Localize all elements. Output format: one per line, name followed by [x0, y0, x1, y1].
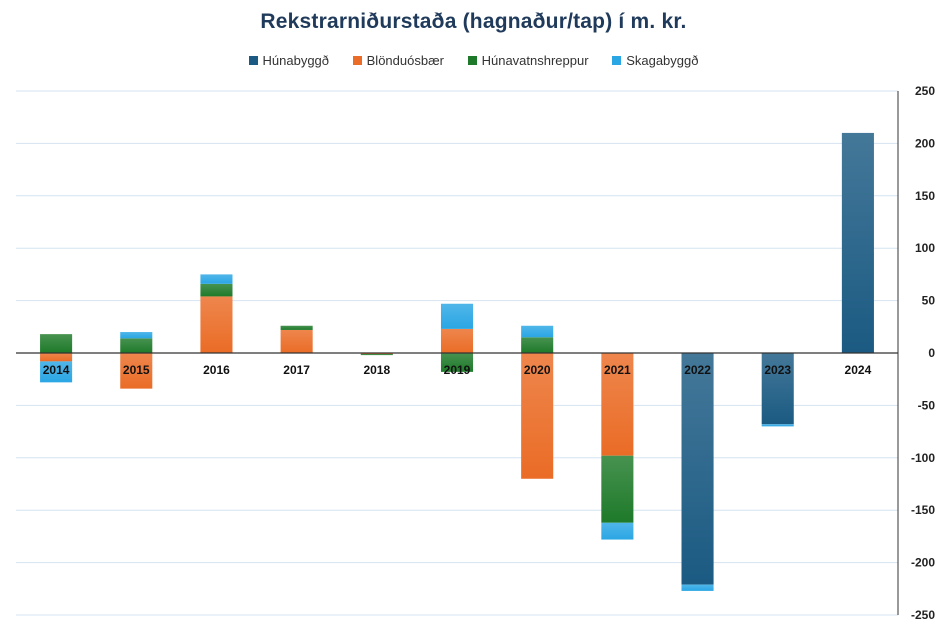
legend-label-blonduosbaer: Blönduósbær: [366, 53, 444, 68]
bar-2018-series-2: [360, 354, 393, 356]
y-tick-label: 50: [922, 294, 936, 308]
x-tick-label: 2016: [203, 363, 230, 377]
bar-2020-series-1: [521, 353, 554, 479]
legend-item-hunavatnshreppur: Húnavatnshreppur: [467, 53, 589, 68]
x-tick-label: 2017: [283, 363, 310, 377]
legend-swatch-skagabyggd: [612, 56, 622, 65]
bar-2014-series-2: [40, 334, 73, 353]
y-tick-label: 200: [915, 136, 935, 150]
y-tick-label: 250: [915, 84, 935, 98]
x-tick-label: 2019: [444, 363, 471, 377]
bar-2023-series-3: [761, 424, 794, 427]
legend-item-blonduosbaer: Blönduósbær: [352, 53, 444, 68]
x-tick-label: 2024: [845, 363, 872, 377]
bar-2022-series-3: [681, 584, 714, 591]
bar-2016-series-3: [200, 274, 233, 284]
bar-2017-series-2: [280, 325, 313, 330]
bar-2014-series-3: [40, 361, 73, 383]
bar-2021-series-3: [601, 522, 634, 540]
legend-label-hunabyggd: Húnabyggð: [262, 53, 330, 68]
x-tick-label: 2023: [764, 363, 791, 377]
bar-2019-series-1: [440, 328, 474, 353]
x-tick-label: 2021: [604, 363, 631, 377]
legend-label-skagabyggd: Skagabyggð: [626, 53, 699, 68]
bar-2015-series-3: [120, 332, 153, 339]
x-tick-label: 2022: [684, 363, 711, 377]
bar-2020-series-3: [521, 325, 554, 338]
grid-lines: [16, 90, 898, 616]
y-tick-label: -200: [911, 556, 935, 570]
y-tick-label: 0: [928, 346, 935, 360]
y-tick-label: 150: [915, 189, 935, 203]
bar-2015-series-1: [120, 353, 153, 389]
bar-2021-series-1: [601, 353, 634, 456]
x-tick-label: 2014: [43, 363, 70, 377]
legend-label-hunavatnshreppur: Húnavatnshreppur: [481, 53, 589, 68]
bar-2016-series-1: [200, 296, 233, 353]
axes: 250 200 150 100 50 0 -50 -100 -150 -200 -250 2014 20…: [16, 84, 935, 622]
bar-2019-series-3: [440, 303, 474, 329]
legend-item-hunabyggd: Húnabyggð: [248, 53, 330, 68]
bar-2017-series-1: [280, 329, 313, 353]
legend-swatch-hunavatnshreppur: [467, 56, 477, 65]
bar-2015-series-2: [120, 338, 153, 353]
legend: Húnabyggð Blönduósbær Húnavatnshreppur S…: [0, 53, 947, 68]
bar-2024-series-0: [841, 132, 874, 353]
x-tick-label: 2020: [524, 363, 551, 377]
bar-2021-series-2: [601, 455, 634, 523]
bar-2016-series-2: [200, 283, 233, 297]
y-tick-label: -50: [918, 398, 936, 412]
y-tick-label: 100: [915, 241, 935, 255]
x-tick-label: 2015: [123, 363, 150, 377]
bar-2022-series-0: [681, 353, 714, 585]
x-tick-label: 2018: [363, 363, 390, 377]
legend-swatch-blonduosbaer: [352, 56, 362, 65]
chart-title: Rekstrarniðurstaða (hagnaður/tap) í m. k…: [260, 10, 687, 33]
bar-2020-series-2: [521, 337, 554, 353]
bars: [40, 132, 874, 591]
legend-swatch-hunabyggd: [248, 56, 258, 65]
y-tick-label: -250: [911, 608, 935, 622]
bar-2023-series-0: [761, 353, 794, 425]
bar-2019-series-2: [440, 353, 474, 372]
y-tick-label: -100: [911, 451, 935, 465]
y-tick-label: -150: [911, 503, 935, 517]
bar-2014-series-1: [40, 353, 73, 362]
legend-item-skagabyggd: Skagabyggð: [612, 53, 698, 68]
